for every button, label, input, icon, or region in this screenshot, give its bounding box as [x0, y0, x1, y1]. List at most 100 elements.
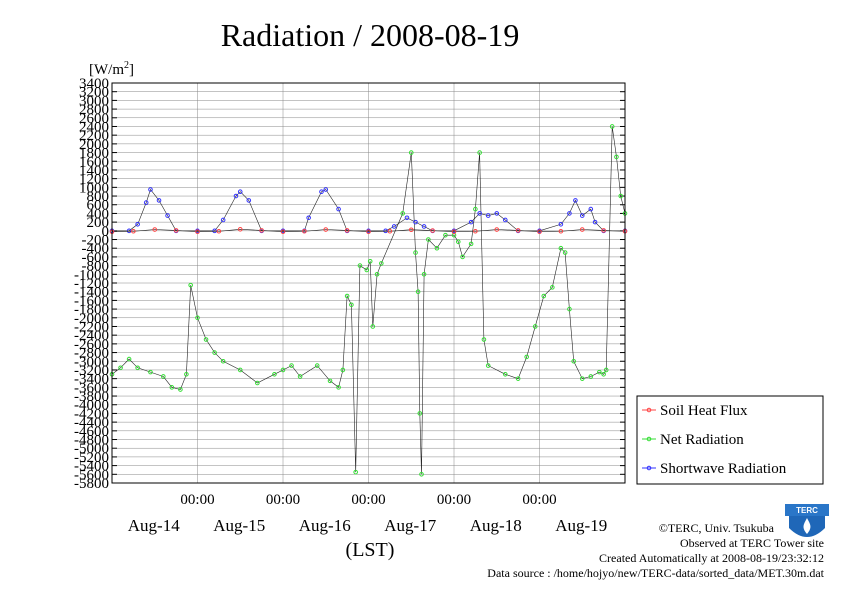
y-tick-label: -3800: [74, 389, 109, 405]
data-point: [421, 224, 427, 229]
y-tick-label: -4800: [74, 433, 109, 449]
y-tick-label: 400: [87, 206, 110, 222]
data-point: [541, 293, 547, 299]
data-point: [562, 250, 568, 255]
data-point: [220, 217, 226, 223]
data-point: [588, 206, 594, 212]
copyright-text: ©TERC, Univ. Tsukuba: [658, 521, 774, 535]
data-point: [280, 367, 286, 373]
legend-entry: Net Radiation: [660, 432, 744, 448]
data-point: [195, 229, 200, 234]
data-point: [404, 215, 410, 221]
y-tick-label: -3200: [74, 363, 109, 379]
data-point: [188, 282, 193, 288]
y-tick-label: -2600: [74, 337, 109, 353]
x-time-label: 00:00: [351, 492, 385, 508]
data-point: [212, 228, 217, 234]
data-point: [212, 350, 217, 355]
data-point: [135, 222, 140, 227]
data-point: [477, 211, 482, 216]
data-point: [336, 206, 341, 212]
data-point: [477, 150, 482, 155]
series-net-radiation: [109, 124, 628, 477]
x-date-label: Aug-14: [128, 516, 180, 535]
data-point: [152, 227, 158, 232]
data-point: [118, 365, 123, 371]
data-point: [419, 472, 424, 477]
legend-entry: Shortwave Radiation: [660, 461, 787, 477]
legend-box: [636, 395, 824, 485]
data-point: [579, 227, 585, 232]
data-point: [280, 229, 286, 234]
data-point: [143, 200, 149, 205]
data-point: [340, 367, 346, 373]
legend: Soil Heat Flux Net Radiation Shortwave Rad…: [636, 395, 824, 485]
y-tick-label: -4200: [74, 406, 109, 422]
y-tick-label: 1200: [79, 172, 109, 188]
data-point: [237, 367, 243, 373]
data-point: [184, 372, 189, 377]
data-point: [567, 306, 572, 312]
data-point: [532, 324, 538, 329]
legend-entry: Soil Heat Flux: [660, 403, 748, 419]
data-point: [344, 293, 350, 299]
y-tick-label: 0: [102, 224, 110, 240]
y-tick-label: -1400: [74, 285, 109, 301]
y-tick-label: 1800: [79, 146, 109, 162]
y-tick-label: -2200: [74, 319, 109, 335]
data-point: [364, 267, 370, 273]
y-tick-label: -5000: [74, 441, 109, 457]
legend-marker: [646, 465, 652, 471]
y-tick-label: -3600: [74, 380, 109, 396]
legend-marker: [646, 407, 652, 413]
data-point: [195, 315, 200, 321]
data-point: [131, 228, 136, 234]
legend-marker: [646, 436, 652, 442]
data-point: [272, 372, 277, 377]
y-tick-label: 1000: [79, 180, 109, 196]
y-tick-label: 2600: [79, 111, 109, 127]
series-soil-heat-flux: [109, 227, 628, 234]
data-point: [601, 372, 606, 377]
logo-text: TERC: [796, 506, 818, 515]
data-point: [473, 206, 478, 212]
data-point: [592, 219, 598, 225]
data-point: [169, 385, 175, 390]
data-point: [314, 363, 320, 368]
data-point: [485, 363, 491, 368]
data-point: [323, 187, 329, 192]
y-tick-label: 1400: [79, 163, 109, 179]
data-point: [434, 245, 440, 251]
created-text: Created Automatically at 2008-08-19/23:3…: [599, 551, 824, 565]
data-point: [259, 228, 264, 233]
data-point: [161, 374, 166, 379]
y-tick-label: 3000: [79, 93, 109, 109]
data-point: [494, 227, 500, 232]
data-point: [579, 213, 585, 218]
y-tick-label: -3400: [74, 372, 109, 388]
y-tick-label: -2400: [74, 328, 109, 344]
data-point: [485, 213, 491, 218]
data-point: [383, 228, 388, 234]
data-point: [323, 227, 329, 232]
y-unit-label: [W/m2]: [89, 60, 134, 78]
y-tick-label: -3000: [74, 354, 109, 370]
data-point: [408, 227, 414, 233]
data-point: [156, 198, 162, 203]
data-point: [550, 285, 555, 290]
data-point: [255, 380, 260, 386]
y-tick-label: -4400: [74, 415, 109, 431]
y-tick-label: 2400: [79, 119, 109, 135]
series-line: [111, 126, 626, 475]
data-point: [571, 358, 577, 364]
data-point: [421, 272, 427, 277]
y-tick-label: 2800: [79, 102, 109, 118]
y-unit-text: [W/m: [89, 62, 124, 78]
data-point: [558, 228, 564, 234]
y-tick-label: 200: [87, 215, 110, 231]
data-point: [481, 337, 487, 342]
data-point: [148, 187, 153, 192]
x-time-label: 00:00: [266, 492, 300, 508]
data-point: [408, 150, 414, 155]
